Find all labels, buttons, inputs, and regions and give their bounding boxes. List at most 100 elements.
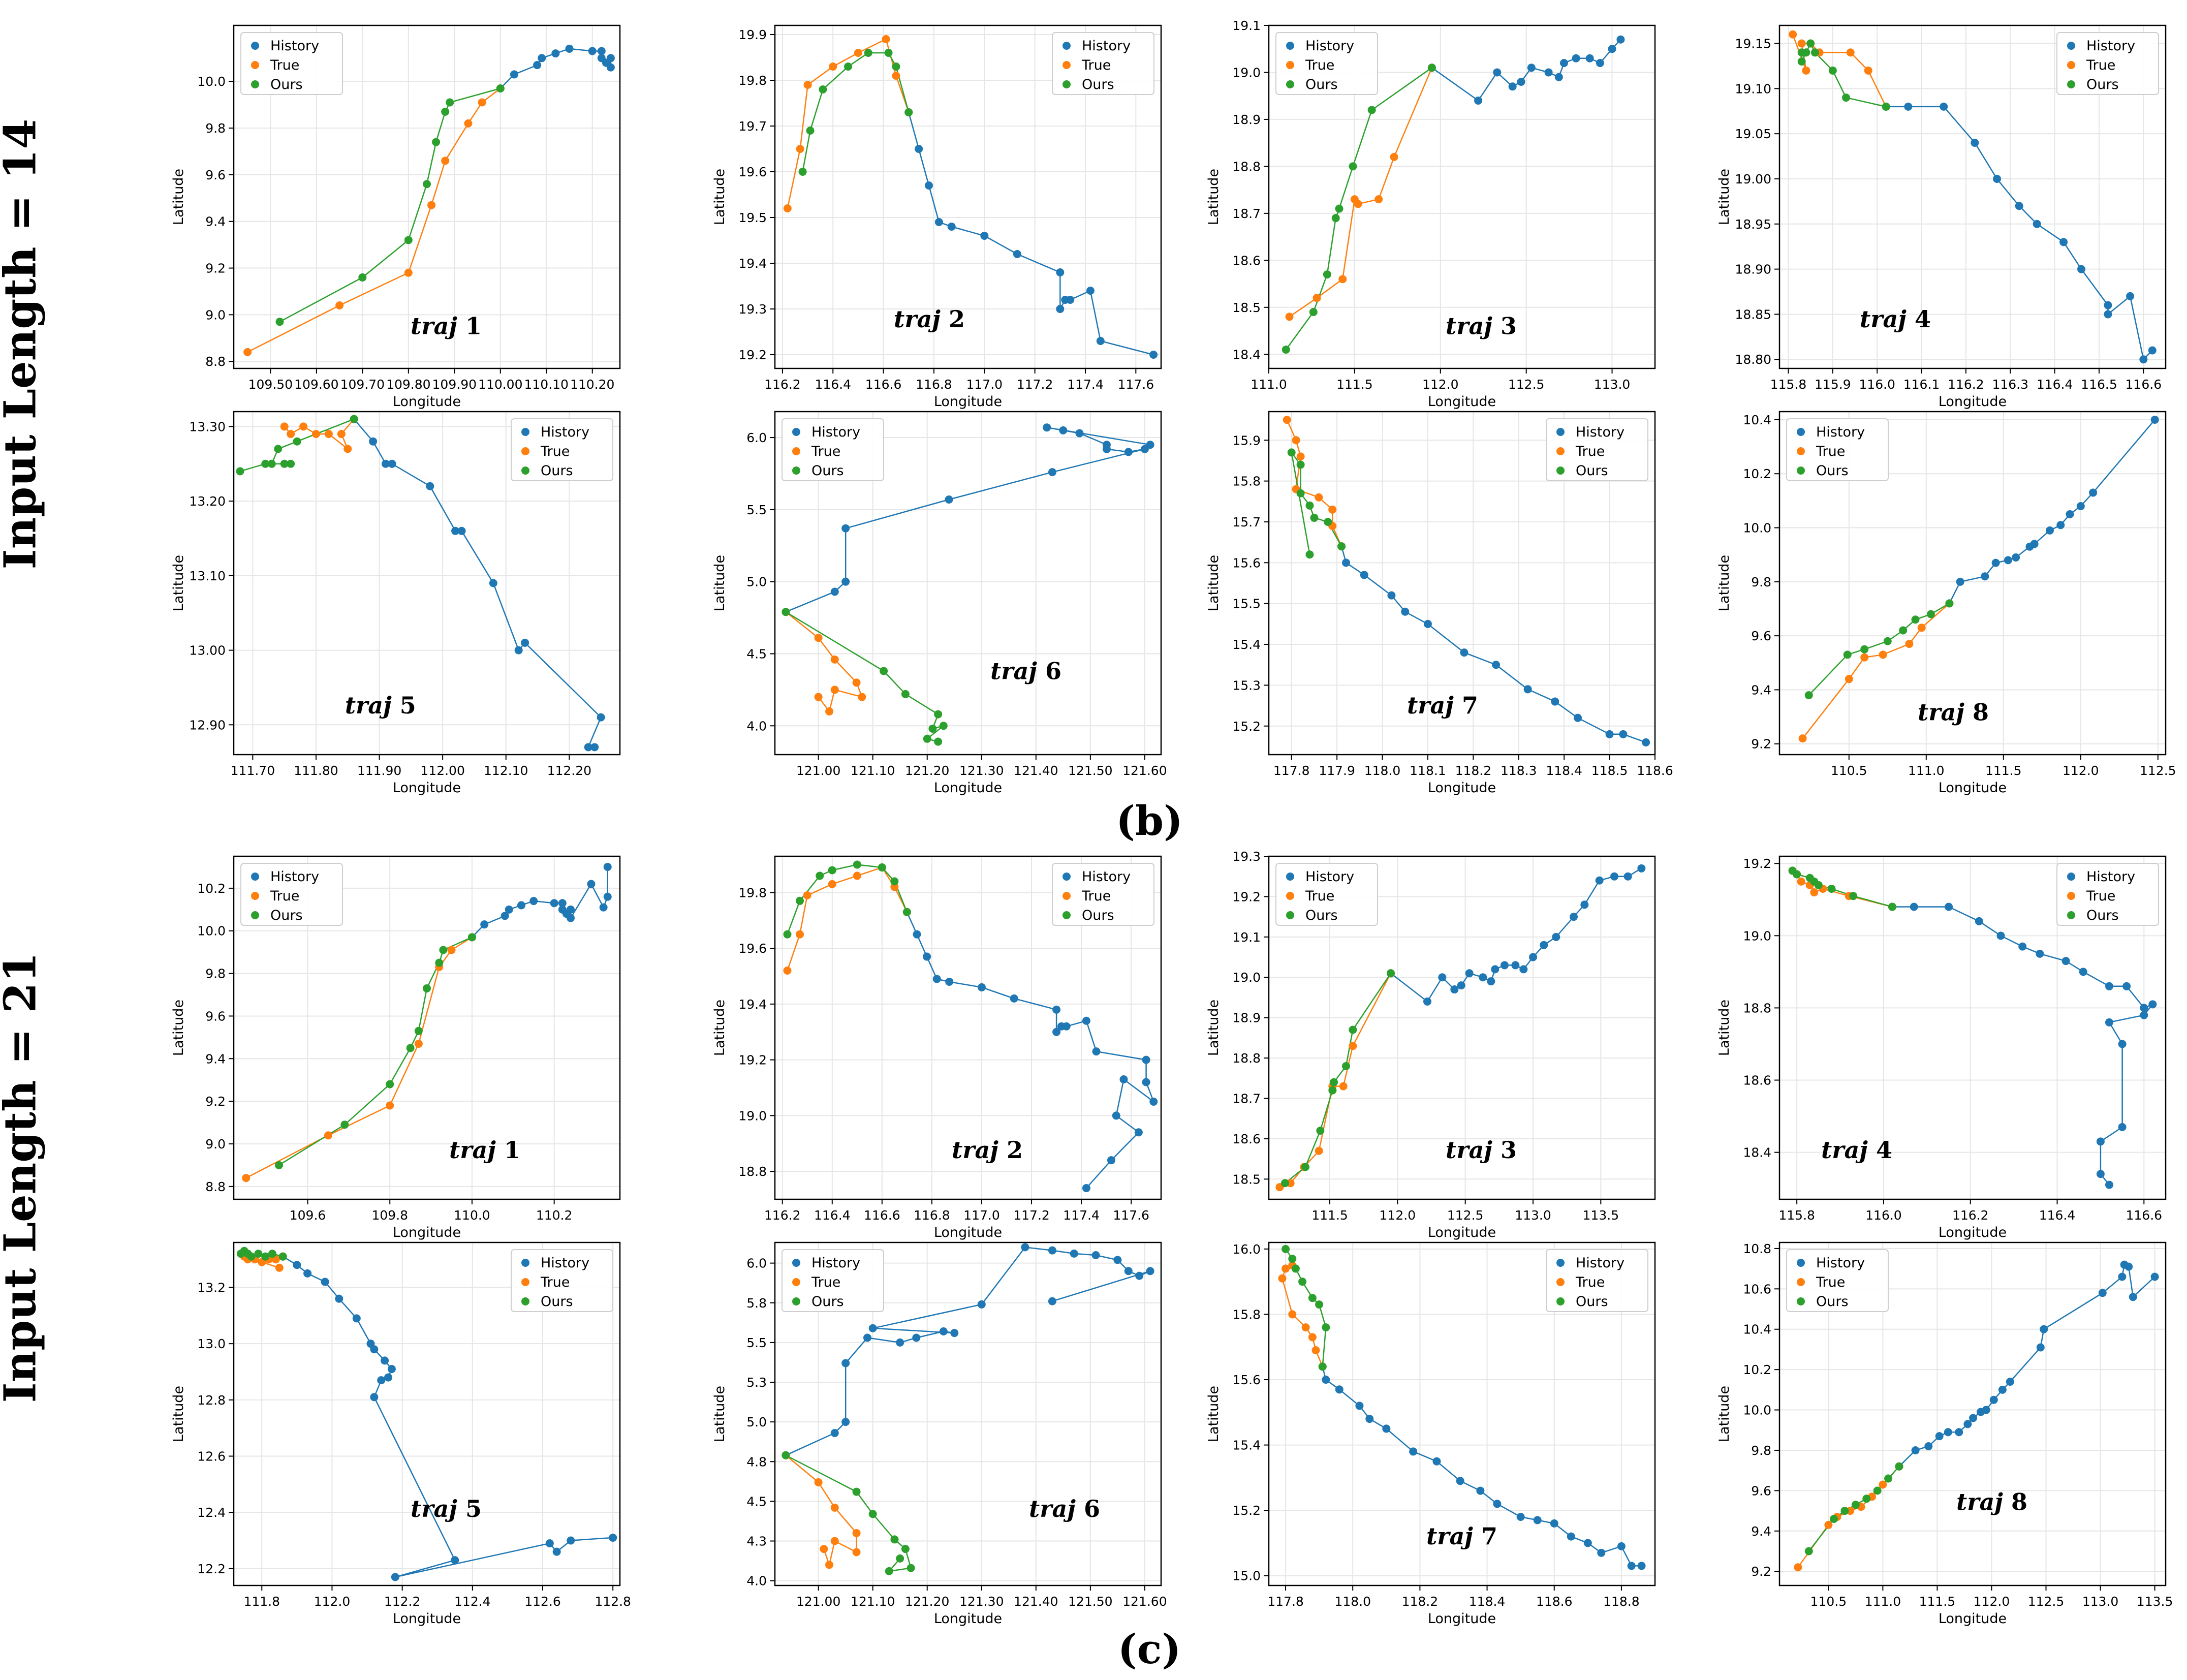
point-history — [451, 526, 460, 535]
y-tick-label: 19.4 — [738, 256, 767, 271]
y-tick-label: 18.80 — [1735, 352, 1771, 367]
point-history — [2018, 942, 2027, 951]
legend-label-history: History — [541, 1255, 589, 1271]
point-history — [1595, 876, 1604, 885]
legend-label-history: History — [1576, 424, 1624, 440]
x-tick-label: 112.6 — [524, 1594, 561, 1609]
x-tick-label: 121.20 — [905, 1594, 949, 1609]
x-tick-label: 116.2 — [764, 377, 801, 392]
x-axis-label: Longitude — [1939, 394, 2007, 410]
point-history — [2148, 1000, 2157, 1009]
legend-marker-history — [1797, 428, 1805, 436]
point-history — [1955, 1428, 1963, 1437]
point-history — [841, 577, 850, 586]
x-tick-label: 112.0 — [314, 1594, 351, 1609]
point-history — [2150, 1272, 2159, 1281]
series-line-history — [1340, 546, 1646, 743]
point-history — [1474, 96, 1483, 105]
point-history — [599, 903, 608, 912]
point-history — [381, 1356, 389, 1365]
point-true — [275, 1263, 284, 1272]
point-ours — [1287, 448, 1296, 457]
point-ours — [1367, 106, 1376, 114]
point-true — [1794, 1563, 1802, 1572]
point-history — [2150, 415, 2159, 424]
point-history — [587, 880, 596, 888]
point-history — [1519, 965, 1528, 974]
point-ours — [1281, 1179, 1289, 1188]
x-tick-label: 109.90 — [432, 377, 477, 392]
point-history — [567, 1536, 575, 1545]
y-tick-label: 9.6 — [205, 168, 226, 182]
y-tick-label: 10.0 — [1743, 521, 1771, 536]
x-tick-label: 121.30 — [959, 1594, 1004, 1609]
point-history — [1107, 1156, 1115, 1165]
point-history — [1086, 287, 1095, 295]
point-history — [606, 54, 615, 63]
point-history — [1963, 1420, 1972, 1428]
y-tick-label: 18.6 — [1232, 1132, 1261, 1146]
traj-number: 3 — [1501, 1136, 1517, 1164]
point-true — [1789, 30, 1797, 39]
x-tick-label: 111.5 — [1919, 1594, 1956, 1609]
point-history — [545, 1539, 554, 1548]
y-tick-label: 15.2 — [1232, 1503, 1261, 1518]
point-ours — [423, 984, 431, 992]
point-history — [1476, 1486, 1485, 1495]
x-tick-label: 116.5 — [2081, 377, 2117, 392]
point-history — [1112, 1111, 1120, 1120]
point-history — [1491, 965, 1499, 974]
x-tick-label: 116.6 — [864, 1208, 900, 1223]
y-tick-label: 10.2 — [1743, 1362, 1771, 1377]
point-true — [829, 63, 837, 71]
x-tick-label: 116.0 — [1865, 1208, 1902, 1223]
legend-marker-history — [521, 428, 529, 436]
point-history — [1956, 577, 1964, 586]
point-history — [2015, 202, 2023, 210]
point-ours — [1830, 1514, 1838, 1523]
plot-frame — [1778, 24, 2167, 369]
caption-c: (c) — [1117, 1625, 1181, 1673]
point-history — [2096, 1170, 2105, 1178]
point-ours — [1804, 1547, 1813, 1555]
y-tick-label: 9.6 — [1751, 1483, 1771, 1498]
legend-marker-history — [1286, 42, 1294, 50]
traj-number: 1 — [504, 1136, 520, 1164]
point-history — [830, 587, 839, 596]
point-ours — [1899, 626, 1908, 635]
point-true — [825, 707, 834, 715]
point-history — [1479, 973, 1487, 982]
plot-frame — [233, 855, 621, 1200]
x-tick-label: 109.70 — [340, 377, 385, 392]
point-history — [2096, 1137, 2105, 1146]
point-ours — [1335, 204, 1344, 213]
series-line-history — [1892, 906, 2153, 1186]
point-history — [1360, 571, 1368, 579]
plot-frame — [774, 855, 1162, 1200]
y-tick-label: 13.2 — [197, 1281, 226, 1295]
y-tick-label: 12.2 — [197, 1562, 226, 1576]
point-history — [1924, 1442, 1933, 1451]
legend-label-history: History — [270, 38, 319, 54]
point-true — [814, 693, 823, 701]
x-tick-label: 118.6 — [1637, 763, 1673, 778]
y-tick-label: 12.90 — [189, 718, 226, 732]
point-true — [478, 98, 486, 107]
x-tick-label: 113.0 — [1594, 377, 1631, 392]
point-history — [1998, 1385, 2007, 1394]
point-history — [352, 1314, 361, 1323]
traj-word: traj — [1446, 313, 1501, 340]
legend-marker-true — [1286, 61, 1294, 69]
point-history — [533, 61, 542, 70]
point-true — [1797, 39, 1806, 48]
point-ours — [878, 863, 886, 872]
point-history — [863, 1333, 871, 1342]
legend-label-true: True — [2086, 888, 2115, 904]
y-tick-label: 10.0 — [197, 74, 226, 89]
point-ours — [441, 107, 450, 116]
point-history — [2118, 1040, 2127, 1048]
point-ours — [1797, 48, 1806, 57]
point-history — [1450, 985, 1459, 994]
point-true — [1315, 493, 1323, 502]
y-tick-label: 18.9 — [1232, 1011, 1261, 1025]
